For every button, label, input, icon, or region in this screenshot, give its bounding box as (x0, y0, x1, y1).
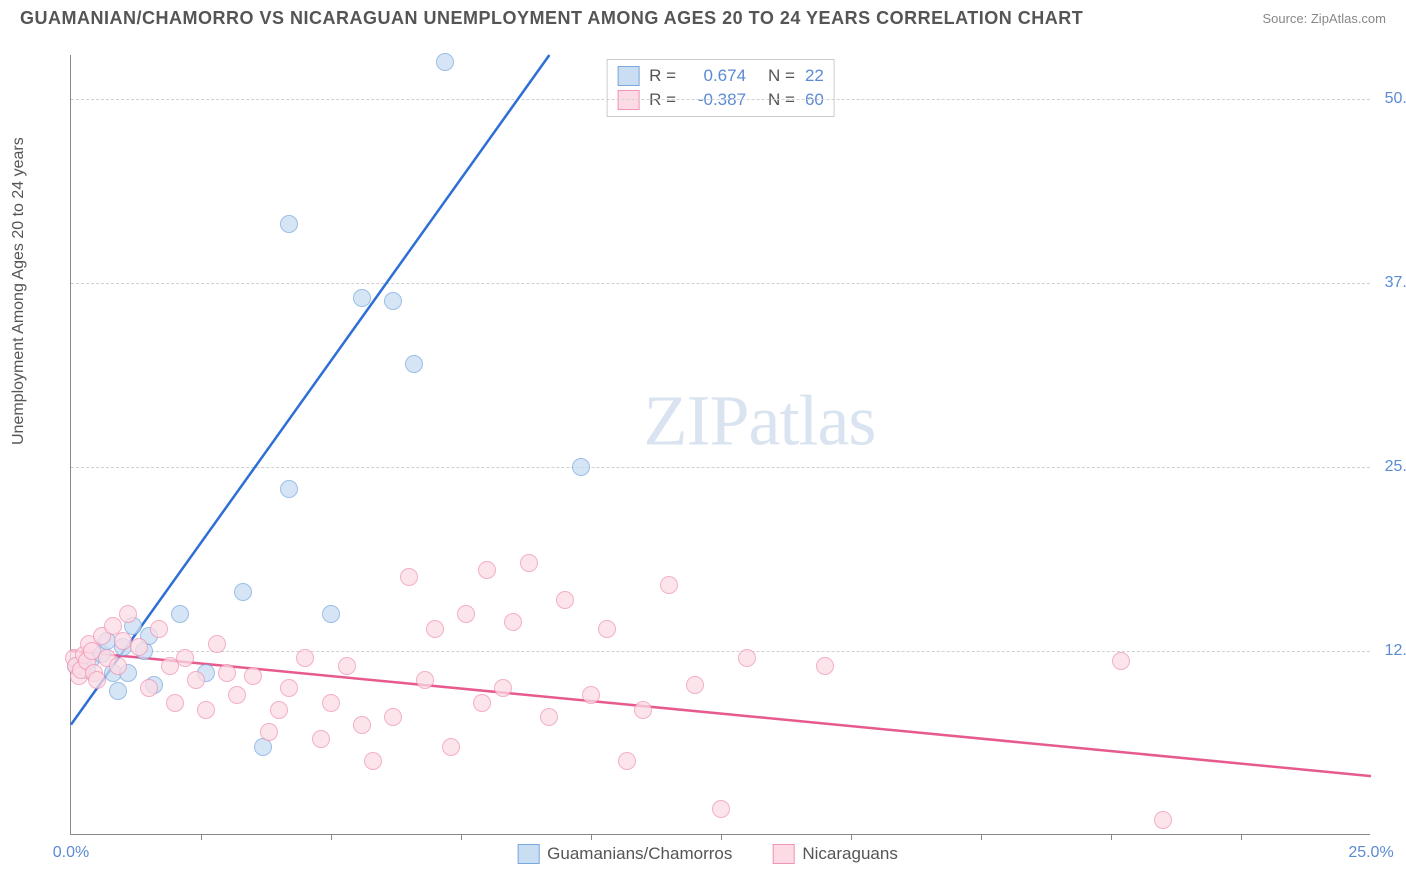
legend-item: Guamanians/Chamorros (517, 844, 732, 864)
data-point (618, 752, 636, 770)
data-point (244, 667, 262, 685)
data-point (187, 671, 205, 689)
y-tick-label: 50.0% (1385, 90, 1406, 108)
data-point (400, 568, 418, 586)
data-point (473, 694, 491, 712)
data-point (218, 664, 236, 682)
data-point (208, 635, 226, 653)
data-point (150, 620, 168, 638)
data-point (1154, 811, 1172, 829)
legend-label: Nicaraguans (802, 844, 897, 864)
data-point (353, 716, 371, 734)
data-point (140, 679, 158, 697)
data-point (166, 694, 184, 712)
data-point (234, 583, 252, 601)
y-axis-label: Unemployment Among Ages 20 to 24 years (10, 137, 28, 445)
data-point (260, 723, 278, 741)
legend-label: Guamanians/Chamorros (547, 844, 732, 864)
data-point (270, 701, 288, 719)
data-point (582, 686, 600, 704)
data-point (426, 620, 444, 638)
series-legend: Guamanians/Chamorros Nicaraguans (517, 844, 898, 864)
data-point (478, 561, 496, 579)
data-point (280, 480, 298, 498)
data-point (520, 554, 538, 572)
data-point (1112, 652, 1130, 670)
trend-line (71, 651, 1371, 776)
legend-item: Nicaraguans (772, 844, 897, 864)
data-point (197, 701, 215, 719)
data-point (405, 355, 423, 373)
data-point (712, 800, 730, 818)
data-point (556, 591, 574, 609)
data-point (436, 53, 454, 71)
data-point (280, 679, 298, 697)
data-point (353, 289, 371, 307)
data-point (442, 738, 460, 756)
data-point (634, 701, 652, 719)
data-point (660, 576, 678, 594)
trend-layer (71, 55, 1371, 835)
trend-line (71, 55, 549, 725)
data-point (738, 649, 756, 667)
data-point (228, 686, 246, 704)
data-point (109, 657, 127, 675)
data-point (322, 605, 340, 623)
data-point (364, 752, 382, 770)
data-point (296, 649, 314, 667)
data-point (816, 657, 834, 675)
source-label: Source: (1262, 11, 1310, 26)
y-tick-label: 25.0% (1385, 458, 1406, 476)
source-citation: Source: ZipAtlas.com (1262, 11, 1386, 26)
data-point (572, 458, 590, 476)
data-point (686, 676, 704, 694)
x-tick-label: 25.0% (1348, 844, 1393, 862)
plot-region: ZIPatlas R =0.674N =22R =-0.387N =60 Gua… (70, 55, 1370, 835)
data-point (88, 671, 106, 689)
data-point (119, 605, 137, 623)
chart-area: Unemployment Among Ages 20 to 24 years Z… (20, 45, 1386, 865)
data-point (280, 215, 298, 233)
y-tick-label: 37.5% (1385, 274, 1406, 292)
chart-title: GUAMANIAN/CHAMORRO VS NICARAGUAN UNEMPLO… (20, 8, 1083, 29)
data-point (384, 292, 402, 310)
data-point (384, 708, 402, 726)
x-tick-label: 0.0% (53, 844, 89, 862)
data-point (322, 694, 340, 712)
source-link[interactable]: ZipAtlas.com (1311, 11, 1386, 26)
legend-swatch (772, 844, 794, 864)
data-point (494, 679, 512, 697)
data-point (416, 671, 434, 689)
data-point (338, 657, 356, 675)
data-point (176, 649, 194, 667)
data-point (130, 638, 148, 656)
data-point (504, 613, 522, 631)
chart-header: GUAMANIAN/CHAMORRO VS NICARAGUAN UNEMPLO… (0, 0, 1406, 33)
data-point (312, 730, 330, 748)
y-tick-label: 12.5% (1385, 642, 1406, 660)
data-point (540, 708, 558, 726)
data-point (171, 605, 189, 623)
data-point (109, 682, 127, 700)
data-point (457, 605, 475, 623)
legend-swatch (517, 844, 539, 864)
data-point (598, 620, 616, 638)
